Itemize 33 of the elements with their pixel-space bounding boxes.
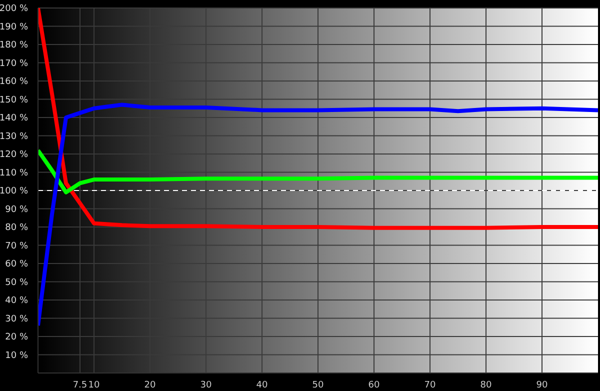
x-tick-label: 70	[424, 380, 436, 390]
y-tick-label: 170 %	[0, 58, 28, 69]
y-tick-label: 90 %	[5, 204, 28, 215]
y-tick-label: 60 %	[5, 260, 28, 270]
y-tick-label: 180 %	[0, 40, 28, 50]
y-tick-label: 50 %	[5, 278, 28, 288]
y-tick-label: 190 %	[0, 22, 28, 32]
x-tick-label: 7.5	[72, 380, 88, 390]
y-tick-label: 160 %	[0, 77, 28, 87]
y-tick-label: 110 %	[0, 168, 28, 178]
y-tick-label: 70 %	[5, 241, 28, 252]
x-tick-label: 90	[536, 380, 548, 390]
x-tick-label: 10	[88, 380, 100, 390]
y-tick-label: 30 %	[5, 314, 28, 324]
y-tick-label: 120 %	[0, 150, 28, 160]
y-tick-label: 80 %	[5, 223, 28, 233]
line-series	[38, 102, 598, 328]
y-tick-label: 150 %	[0, 95, 28, 106]
y-tick-label: 100 %	[0, 186, 28, 196]
x-tick-label: 30	[200, 380, 212, 390]
y-tick-label: 140 %	[0, 114, 28, 124]
y-tick-label: 10 %	[5, 350, 28, 361]
y-tick-label: 200 %	[0, 4, 28, 14]
y-tick-label: 20 %	[5, 332, 28, 342]
x-tick-label: 80	[480, 380, 492, 390]
x-tick-label: 20	[144, 380, 156, 390]
line-series	[38, 8, 598, 230]
x-tick-label: 60	[368, 380, 380, 390]
x-tick-label: 50	[312, 380, 324, 390]
line-series	[38, 148, 598, 194]
x-tick-label: 40	[256, 380, 268, 390]
y-tick-label: 130 %	[0, 132, 28, 142]
y-tick-label: 40 %	[5, 296, 28, 306]
